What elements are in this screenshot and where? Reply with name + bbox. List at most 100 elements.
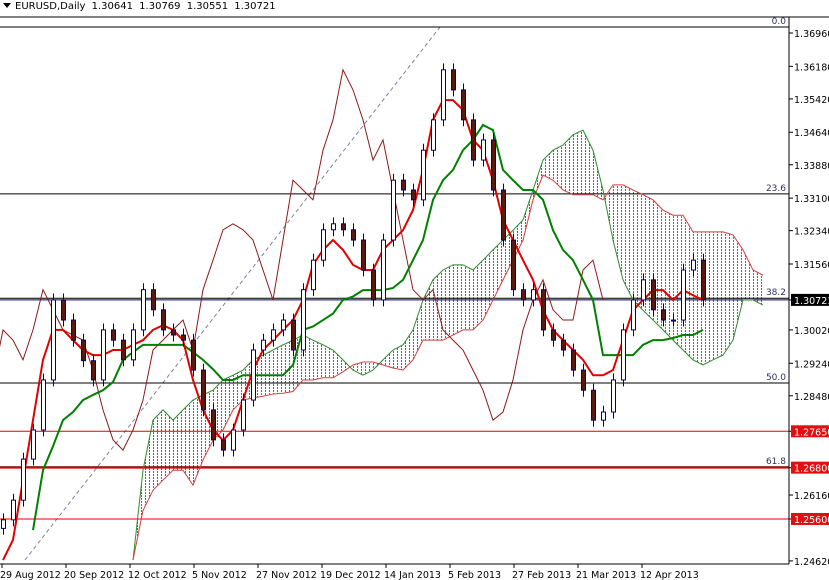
symbol-label: EURUSD,Daily [15, 1, 86, 12]
bullish-cloud-segment [493, 240, 503, 300]
candle [21, 452, 26, 507]
bullish-cloud-segment [163, 409, 173, 481]
candle [541, 283, 546, 337]
bullish-candle-body [681, 269, 686, 321]
price-tick-label: 1.36180 [794, 62, 829, 73]
bullish-candle-body [251, 349, 256, 401]
bearish-candle-body [461, 89, 466, 121]
bearish-candle-body [471, 119, 476, 161]
candle [631, 293, 636, 337]
candle [641, 273, 646, 307]
bullish-candle-body [641, 279, 646, 301]
candle [571, 343, 576, 377]
bullish-candle-body [41, 379, 46, 431]
bullish-candle-body [51, 299, 56, 381]
price-tick-label: 1.33100 [794, 194, 829, 205]
bearish-cloud-segment [353, 361, 363, 376]
bullish-candle-body [261, 339, 266, 351]
price-tick-label: 1.26160 [794, 491, 829, 502]
dropdown-triangle-icon[interactable] [3, 3, 11, 8]
bullish-candle-body [691, 259, 696, 271]
candle [311, 253, 316, 297]
bullish-candle-body [231, 429, 236, 451]
bullish-cloud-segment [433, 270, 443, 341]
bullish-candle-body [271, 329, 276, 341]
date-tick-label: 21 Mar 2013 [576, 570, 636, 580]
ichimoku-cloud [133, 130, 763, 561]
bearish-candle-body [361, 239, 366, 271]
candle [551, 323, 556, 347]
bullish-candle-body [31, 429, 36, 460]
price-tick-label: 1.28480 [794, 392, 829, 403]
bullish-candle-body [101, 329, 106, 381]
candle [321, 223, 326, 267]
bullish-cloud-segment [573, 130, 583, 195]
kijun-sen-line [32, 123, 704, 531]
candle [171, 323, 176, 342]
candle [511, 233, 516, 297]
bullish-candle-body [631, 299, 636, 331]
bearish-candle-body [201, 369, 206, 411]
bearish-cloud-segment [723, 231, 733, 356]
bearish-candle-body [81, 339, 86, 362]
candle [51, 293, 56, 387]
bullish-candle-body [421, 149, 426, 201]
bearish-candle-body [551, 329, 556, 341]
bullish-candle-body [281, 319, 286, 331]
candle [681, 263, 686, 327]
bullish-cloud-segment [283, 340, 293, 394]
bullish-cloud-segment [313, 340, 323, 380]
candle [491, 133, 496, 197]
date-tick-label: 12 Apr 2013 [640, 570, 699, 580]
bullish-candle-body [481, 139, 486, 161]
candle [601, 405, 606, 427]
candle [361, 233, 366, 277]
bearish-cloud-segment [663, 210, 673, 341]
bearish-cloud-segment [683, 215, 693, 360]
bullish-cloud-segment [593, 150, 603, 200]
high-value: 1.30769 [139, 1, 181, 12]
fib-level-label: 61.8 [766, 457, 786, 467]
price-tick-label: 1.27650 [794, 427, 829, 438]
date-tick-label: 27 Nov 2012 [256, 570, 317, 580]
date-tick-label: 19 Dec 2012 [320, 570, 381, 580]
bullish-cloud-segment [143, 420, 153, 511]
bullish-cloud-segment [523, 190, 533, 241]
bullish-candle-body [381, 239, 386, 301]
bearish-candle-body [591, 389, 596, 421]
candle [561, 333, 566, 357]
candle [81, 333, 86, 368]
bullish-cloud-segment [223, 375, 233, 430]
candle [371, 263, 376, 307]
candle [411, 183, 416, 207]
bearish-candle-body [151, 289, 156, 311]
low-value: 1.30551 [186, 1, 229, 12]
price-tick-label: 1.25600 [794, 515, 829, 526]
indicator-lines [0, 68, 764, 561]
bullish-cloud-segment [153, 409, 163, 491]
candle [211, 403, 216, 447]
candle [31, 423, 36, 466]
candle [451, 63, 456, 97]
candle [191, 333, 196, 377]
bearish-cloud-segment [673, 215, 683, 350]
candle [281, 313, 286, 337]
price-tick-label: 1.34640 [794, 128, 829, 139]
candle [471, 113, 476, 167]
bullish-cloud-segment [443, 264, 453, 341]
candle [41, 373, 46, 437]
price-tick-label: 1.29240 [794, 359, 829, 370]
bullish-cloud-segment [183, 400, 193, 486]
candle [111, 323, 116, 347]
candle [121, 333, 126, 367]
candle [701, 253, 706, 307]
candle [401, 173, 406, 197]
bullish-cloud-segment [233, 370, 243, 410]
candle [671, 313, 676, 327]
bearish-cloud-segment [363, 361, 373, 376]
candle [201, 363, 206, 417]
candle [11, 493, 16, 527]
candle [381, 233, 386, 307]
bearish-candle-body [571, 349, 576, 371]
